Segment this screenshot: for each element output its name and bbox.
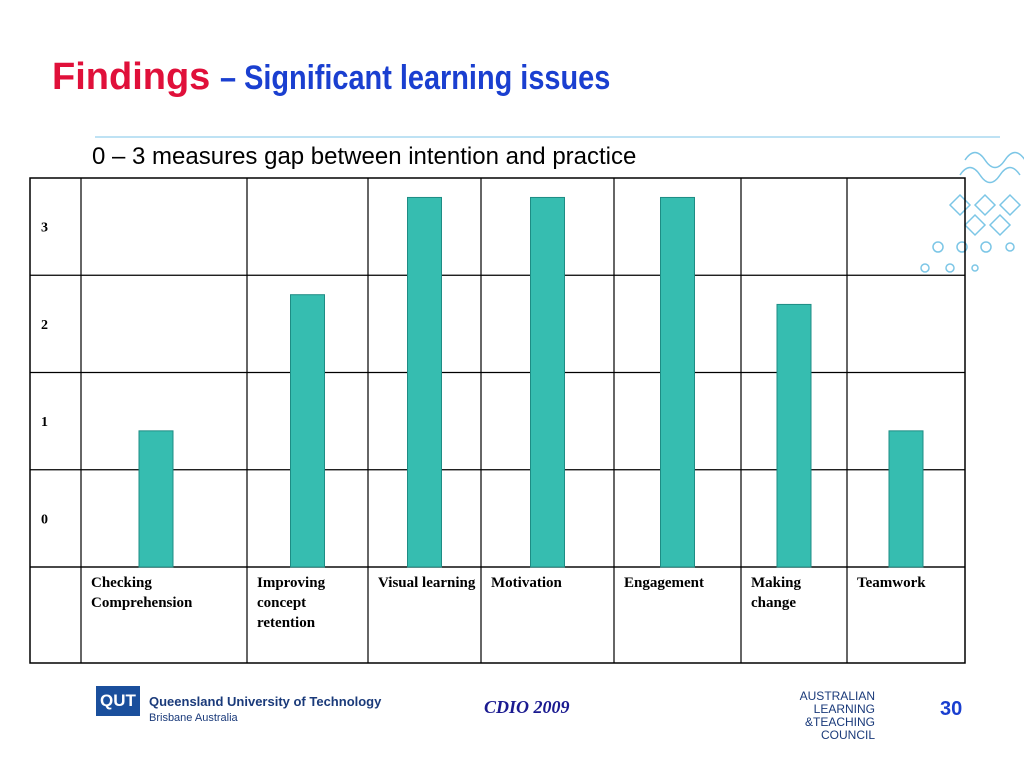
event: CDIO 2009	[484, 697, 570, 717]
x-tick-label: Motivation	[491, 575, 562, 591]
bar	[138, 430, 174, 568]
bar	[290, 294, 325, 568]
university: Queensland University of Technology	[149, 694, 382, 709]
y-tick-label: 0	[41, 512, 48, 527]
y-tick-label: 3	[41, 221, 48, 236]
bar	[530, 196, 565, 568]
chart-title: Findings	[52, 56, 211, 98]
page-number: 30	[940, 698, 963, 720]
x-tick-label: Visual learning	[378, 575, 476, 591]
chart-note: 0 – 3 measures gap between intention and…	[92, 143, 637, 170]
y-tick-label: 2	[41, 318, 48, 333]
council-line: &TEACHING	[804, 715, 875, 729]
location: Brisbane Australia	[149, 712, 238, 724]
bar	[407, 196, 442, 568]
council-line: COUNCIL	[820, 728, 875, 742]
x-tick-label: Engagement	[624, 575, 704, 591]
table-frame	[29, 177, 966, 664]
council-line: AUSTRALIAN	[799, 689, 875, 703]
y-tick-label: 1	[41, 415, 48, 430]
decoration	[920, 151, 1024, 273]
bar	[888, 430, 924, 568]
x-tick-label: Making change	[751, 575, 802, 611]
chart-subtitle: – Significant learning issues	[220, 59, 611, 97]
qut-logo: QUT	[96, 686, 140, 716]
council: AUSTRALIAN LEARNING &TEACHING COUNCIL	[770, 690, 875, 742]
x-tick-label: Improving concept retention	[257, 575, 326, 631]
x-tick-label: Teamwork	[857, 575, 926, 591]
council-line: LEARNING	[813, 702, 875, 716]
bar	[660, 196, 695, 568]
bar	[776, 303, 812, 568]
x-tick-label: Checking Comprehension	[91, 575, 193, 611]
title-block: Findings – Significant learning issues	[52, 56, 679, 99]
